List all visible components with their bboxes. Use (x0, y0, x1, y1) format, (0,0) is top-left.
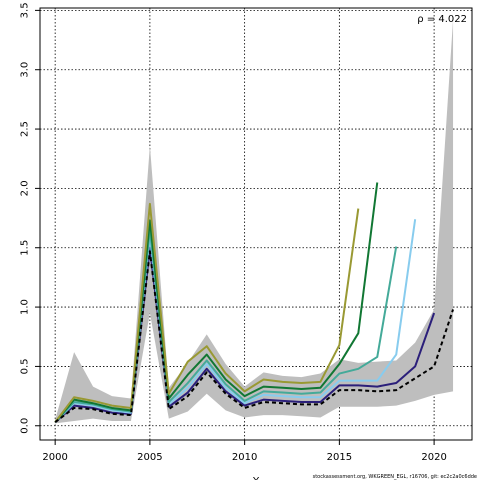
series-lines (54, 182, 455, 423)
footer-text: stockassessment.org, WKGREEN_EGL, r16706… (313, 474, 477, 480)
y-tick-label: 3.0 (20, 62, 31, 78)
y-tick-label: 1.0 (20, 299, 31, 315)
confidence-band (55, 19, 454, 424)
y-tick-label: 0.5 (20, 358, 31, 374)
confidence-band-area (55, 19, 454, 424)
series-line (54, 246, 436, 423)
y-tick-label: 0.0 (20, 418, 31, 434)
series-line (54, 202, 360, 423)
series-line-dashed (54, 250, 455, 423)
x-tick-label: 2000 (42, 452, 67, 463)
x-axis-label: Y (252, 476, 260, 480)
series-line (54, 219, 417, 423)
axes: 2000 2005 2010 2015 2020 0.0 0.5 1.0 1.5 2.0 2.5 3.… (20, 2, 447, 463)
x-tick-label: 2015 (327, 452, 352, 463)
series-line (54, 228, 398, 423)
y-tick-label: 2.5 (20, 121, 31, 137)
x-tick-label: 2020 (421, 452, 446, 463)
y-tick-label: 1.5 (20, 240, 31, 256)
x-tick-label: 2010 (232, 452, 257, 463)
rho-annotation: ρ = 4.022 (417, 14, 467, 25)
x-tick-label: 2005 (137, 452, 162, 463)
y-tick-label: 2.0 (20, 180, 31, 196)
plot-frame (39, 7, 473, 441)
y-tick-label: 3.5 (20, 2, 31, 18)
series-line (54, 182, 379, 423)
